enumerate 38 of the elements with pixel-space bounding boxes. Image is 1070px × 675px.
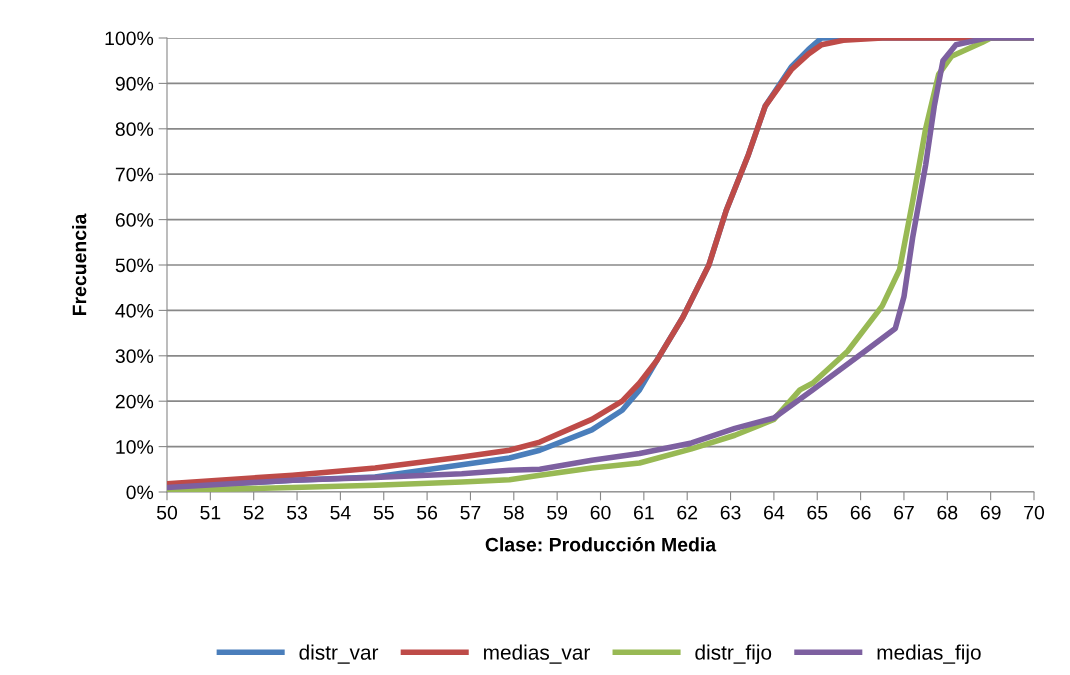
legend-label: distr_var: [299, 644, 379, 664]
legend-label: medias_var: [484, 644, 590, 664]
x-axis-title: Clase: Producción Media: [485, 537, 717, 552]
x-tick-label: 69: [980, 505, 1001, 520]
x-tick-label: 64: [764, 505, 785, 520]
y-tick-label: 30%: [115, 349, 154, 364]
x-tick-label: 58: [503, 505, 524, 520]
x-tick-label: 68: [937, 505, 958, 520]
y-tick-label: 20%: [115, 394, 154, 409]
legend-label: distr_fijo: [695, 644, 772, 664]
x-tick-label: 63: [720, 505, 741, 520]
x-tick-label: 52: [243, 505, 264, 520]
x-tick-label: 53: [287, 505, 308, 520]
y-tick-label: 100%: [105, 31, 154, 46]
x-tick-label: 57: [460, 505, 481, 520]
legend-label: medias_fijo: [877, 644, 981, 664]
x-tick-label: 67: [894, 505, 914, 520]
x-tick-label: 61: [634, 505, 654, 520]
x-tick-label: 50: [156, 505, 178, 520]
y-tick-label: 10%: [116, 440, 154, 454]
x-tick-label: 62: [677, 505, 698, 520]
x-tick-label: 70: [1024, 505, 1045, 520]
y-tick-label: 40%: [115, 303, 154, 318]
y-axis-title: Frecuencia: [72, 213, 87, 316]
x-tick-label: 60: [590, 505, 611, 520]
x-tick-label: 54: [330, 505, 351, 520]
x-tick-label: 59: [547, 505, 568, 520]
y-tick-label: 70%: [115, 167, 154, 182]
y-tick-label: 0%: [126, 485, 154, 500]
x-tick-label: 66: [850, 505, 871, 520]
x-tick-label: 56: [417, 505, 438, 520]
y-tick-label: 50%: [115, 258, 154, 273]
x-tick-label: 51: [200, 505, 221, 520]
y-tick-label: 90%: [115, 76, 154, 91]
y-tick-label: 80%: [115, 122, 154, 137]
x-tick-label: 55: [373, 505, 394, 520]
y-tick-label: 60%: [115, 213, 154, 227]
x-tick-label: 65: [807, 505, 828, 520]
